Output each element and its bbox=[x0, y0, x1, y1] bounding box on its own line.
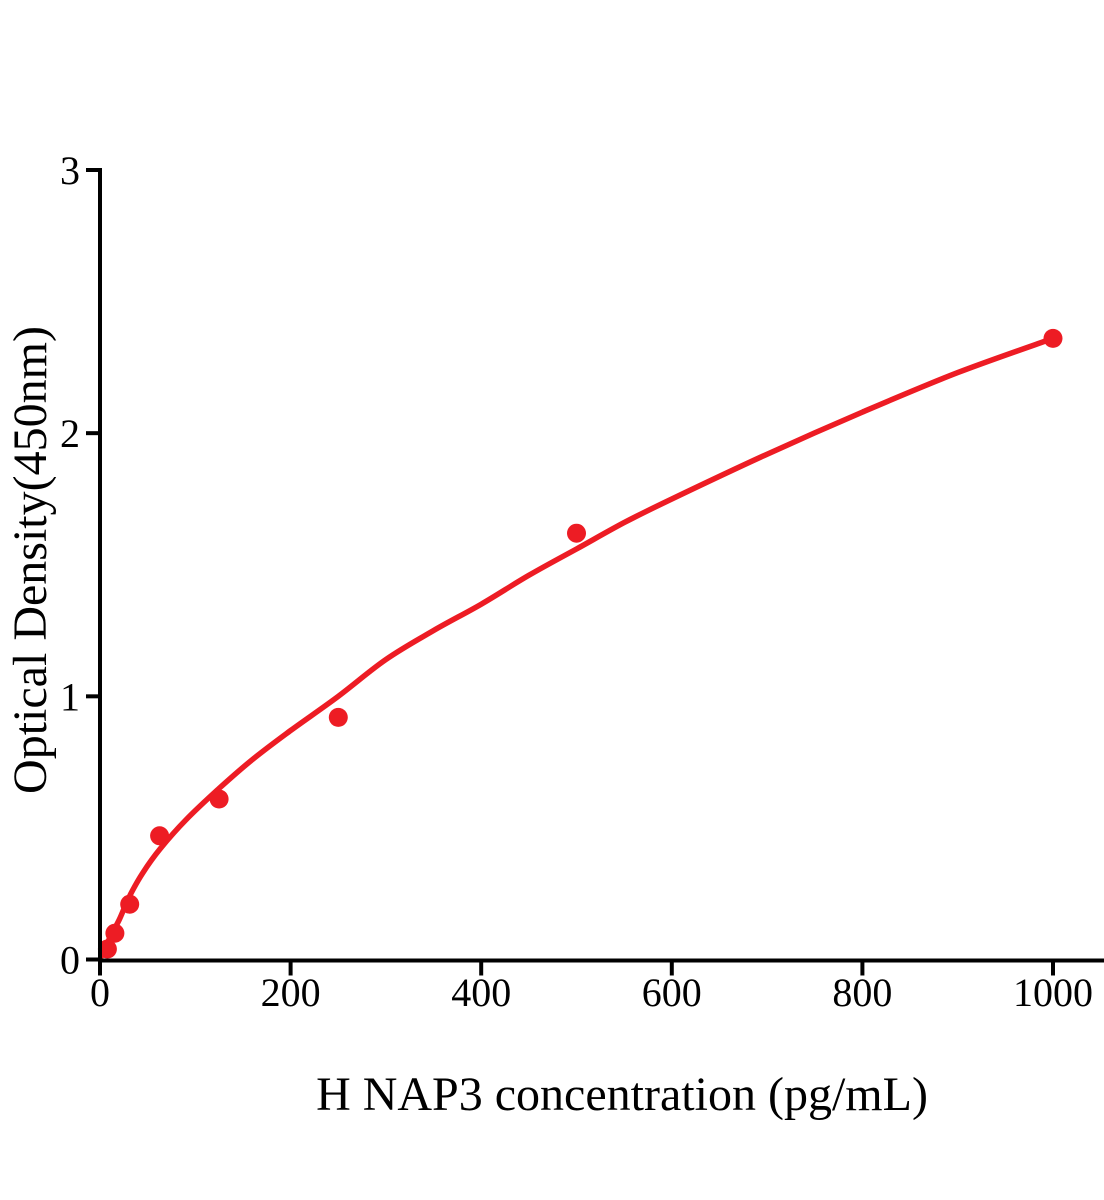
y-tick-label: 1 bbox=[60, 674, 80, 719]
data-point bbox=[97, 939, 117, 959]
x-tick-label: 600 bbox=[642, 970, 702, 1015]
data-point bbox=[1043, 328, 1063, 348]
data-points-layer bbox=[97, 328, 1063, 959]
tick-label-layer: 0 1 2 3 0 200 400 600 800 1000 bbox=[60, 148, 1093, 1015]
x-tick-label: 1000 bbox=[1013, 970, 1093, 1015]
y-tick-label: 3 bbox=[60, 148, 80, 193]
x-tick-label: 0 bbox=[90, 970, 110, 1015]
y-tick-label: 2 bbox=[60, 411, 80, 456]
x-tick-label: 400 bbox=[451, 970, 511, 1015]
data-point bbox=[328, 707, 348, 727]
x-axis-title: H NAP3 concentration (pg/mL) bbox=[316, 1068, 928, 1121]
axes-layer bbox=[86, 168, 1104, 976]
data-point bbox=[120, 894, 140, 914]
y-tick-label: 0 bbox=[60, 938, 80, 983]
x-tick-label: 800 bbox=[832, 970, 892, 1015]
data-point bbox=[150, 826, 170, 846]
fit-curve-layer bbox=[98, 335, 1056, 960]
data-point bbox=[567, 523, 586, 543]
x-tick-label: 200 bbox=[261, 970, 321, 1015]
data-point bbox=[209, 789, 229, 809]
fit-curve bbox=[98, 335, 1056, 960]
data-point bbox=[105, 923, 125, 943]
y-axis-title: Optical Density(450nm) bbox=[4, 326, 57, 794]
